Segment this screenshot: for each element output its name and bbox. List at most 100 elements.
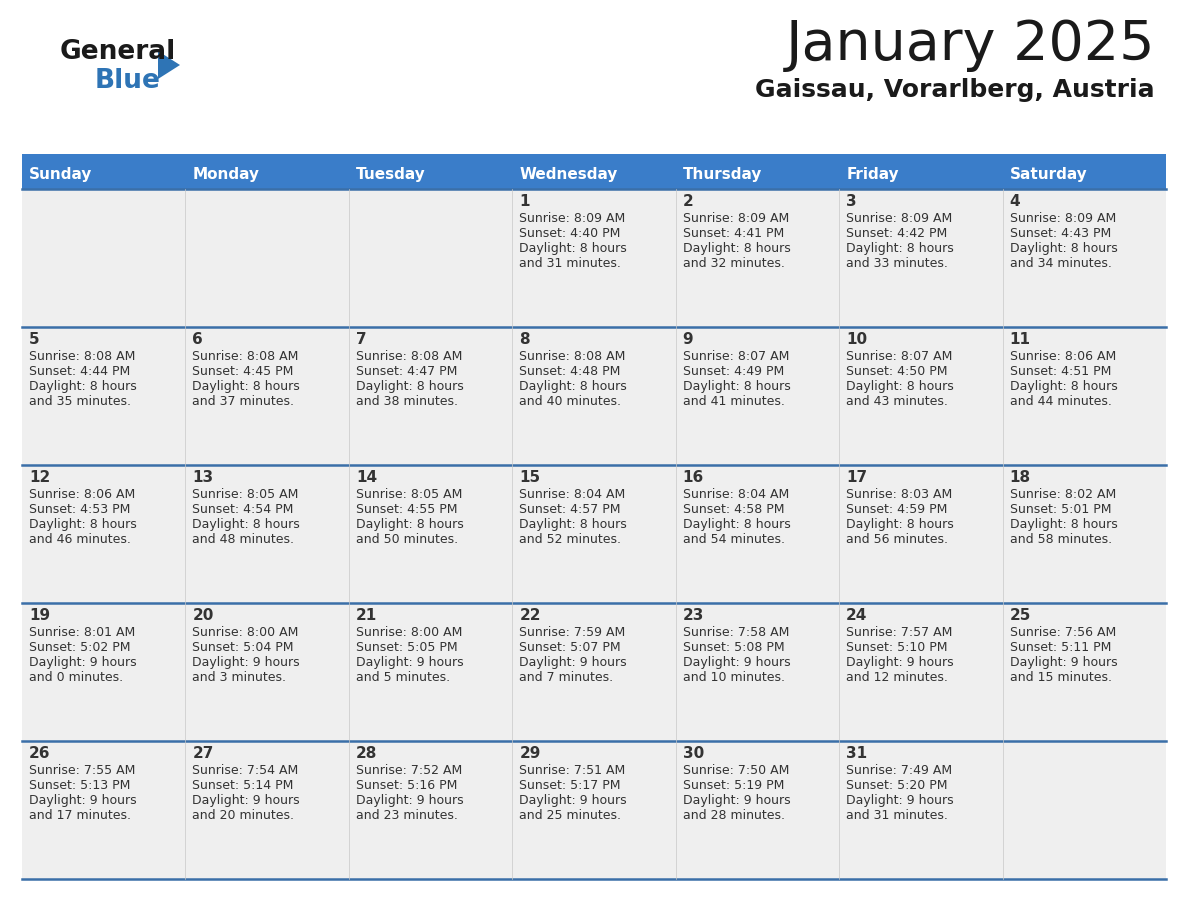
Text: Sunrise: 8:04 AM: Sunrise: 8:04 AM <box>683 488 789 501</box>
Text: and 7 minutes.: and 7 minutes. <box>519 671 613 684</box>
Text: and 38 minutes.: and 38 minutes. <box>356 395 457 408</box>
Bar <box>676 603 839 741</box>
Text: 17: 17 <box>846 470 867 485</box>
Text: and 28 minutes.: and 28 minutes. <box>683 809 785 822</box>
Text: Sunrise: 7:55 AM: Sunrise: 7:55 AM <box>29 764 135 777</box>
Bar <box>1003 189 1165 327</box>
Text: Friday: Friday <box>846 166 899 182</box>
Text: 8: 8 <box>519 332 530 347</box>
Text: Daylight: 9 hours: Daylight: 9 hours <box>192 656 301 669</box>
Bar <box>23 465 185 603</box>
Text: 2: 2 <box>683 194 694 209</box>
Text: Sunset: 4:58 PM: Sunset: 4:58 PM <box>683 503 784 516</box>
Text: Sunset: 4:47 PM: Sunset: 4:47 PM <box>356 365 457 378</box>
Text: Tuesday: Tuesday <box>356 166 425 182</box>
Text: Sunrise: 7:54 AM: Sunrise: 7:54 AM <box>192 764 298 777</box>
Text: 25: 25 <box>1010 608 1031 623</box>
Text: and 40 minutes.: and 40 minutes. <box>519 395 621 408</box>
Text: Sunrise: 8:09 AM: Sunrise: 8:09 AM <box>1010 212 1116 225</box>
Text: 20: 20 <box>192 608 214 623</box>
Text: and 31 minutes.: and 31 minutes. <box>846 809 948 822</box>
Text: Daylight: 8 hours: Daylight: 8 hours <box>29 380 137 393</box>
Bar <box>349 157 512 189</box>
Text: Daylight: 8 hours: Daylight: 8 hours <box>519 380 627 393</box>
Text: and 37 minutes.: and 37 minutes. <box>192 395 295 408</box>
Bar <box>839 741 1003 879</box>
Text: Sunrise: 8:08 AM: Sunrise: 8:08 AM <box>29 350 135 363</box>
Text: Thursday: Thursday <box>683 166 762 182</box>
Bar <box>676 189 839 327</box>
Text: and 43 minutes.: and 43 minutes. <box>846 395 948 408</box>
Text: Sunrise: 8:08 AM: Sunrise: 8:08 AM <box>192 350 299 363</box>
Text: Sunset: 5:04 PM: Sunset: 5:04 PM <box>192 641 293 654</box>
Text: Sunset: 5:08 PM: Sunset: 5:08 PM <box>683 641 784 654</box>
Text: Sunrise: 7:51 AM: Sunrise: 7:51 AM <box>519 764 626 777</box>
Text: Daylight: 8 hours: Daylight: 8 hours <box>519 518 627 531</box>
Text: Daylight: 9 hours: Daylight: 9 hours <box>356 794 463 807</box>
Text: 10: 10 <box>846 332 867 347</box>
Bar <box>349 465 512 603</box>
Text: and 12 minutes.: and 12 minutes. <box>846 671 948 684</box>
Text: Daylight: 8 hours: Daylight: 8 hours <box>192 380 301 393</box>
Text: and 33 minutes.: and 33 minutes. <box>846 257 948 270</box>
Bar <box>512 189 676 327</box>
Bar <box>1003 327 1165 465</box>
Text: Sunset: 4:51 PM: Sunset: 4:51 PM <box>1010 365 1111 378</box>
Text: Daylight: 9 hours: Daylight: 9 hours <box>683 794 790 807</box>
Text: Sunset: 4:41 PM: Sunset: 4:41 PM <box>683 227 784 240</box>
Bar <box>512 327 676 465</box>
Text: Sunset: 4:54 PM: Sunset: 4:54 PM <box>192 503 293 516</box>
Bar <box>839 603 1003 741</box>
Text: and 56 minutes.: and 56 minutes. <box>846 533 948 546</box>
Bar <box>23 189 185 327</box>
Text: Daylight: 9 hours: Daylight: 9 hours <box>519 794 627 807</box>
Text: 12: 12 <box>29 470 50 485</box>
Bar <box>23 327 185 465</box>
Text: Sunday: Sunday <box>29 166 93 182</box>
Text: Sunset: 4:48 PM: Sunset: 4:48 PM <box>519 365 620 378</box>
Text: Daylight: 8 hours: Daylight: 8 hours <box>1010 518 1118 531</box>
Text: Sunrise: 7:56 AM: Sunrise: 7:56 AM <box>1010 626 1116 639</box>
Text: Sunset: 4:59 PM: Sunset: 4:59 PM <box>846 503 948 516</box>
Text: Sunrise: 8:01 AM: Sunrise: 8:01 AM <box>29 626 135 639</box>
Text: General: General <box>61 39 176 65</box>
Bar <box>349 189 512 327</box>
Text: Daylight: 9 hours: Daylight: 9 hours <box>846 794 954 807</box>
Text: and 0 minutes.: and 0 minutes. <box>29 671 124 684</box>
Bar <box>1003 157 1165 189</box>
Text: 5: 5 <box>29 332 39 347</box>
Text: 23: 23 <box>683 608 704 623</box>
Text: Daylight: 8 hours: Daylight: 8 hours <box>192 518 301 531</box>
Text: Sunrise: 8:04 AM: Sunrise: 8:04 AM <box>519 488 626 501</box>
Text: 31: 31 <box>846 746 867 761</box>
Text: Sunset: 4:57 PM: Sunset: 4:57 PM <box>519 503 621 516</box>
Bar <box>185 741 349 879</box>
Text: and 48 minutes.: and 48 minutes. <box>192 533 295 546</box>
Text: Blue: Blue <box>95 68 160 94</box>
Text: Sunrise: 8:09 AM: Sunrise: 8:09 AM <box>846 212 953 225</box>
Text: Sunset: 4:43 PM: Sunset: 4:43 PM <box>1010 227 1111 240</box>
Text: Sunset: 4:55 PM: Sunset: 4:55 PM <box>356 503 457 516</box>
Text: Daylight: 8 hours: Daylight: 8 hours <box>356 380 463 393</box>
Text: and 52 minutes.: and 52 minutes. <box>519 533 621 546</box>
Text: Sunrise: 8:00 AM: Sunrise: 8:00 AM <box>192 626 299 639</box>
Text: Sunrise: 8:05 AM: Sunrise: 8:05 AM <box>192 488 299 501</box>
Text: and 23 minutes.: and 23 minutes. <box>356 809 457 822</box>
Text: Daylight: 9 hours: Daylight: 9 hours <box>356 656 463 669</box>
Text: Daylight: 9 hours: Daylight: 9 hours <box>519 656 627 669</box>
Text: Sunrise: 8:09 AM: Sunrise: 8:09 AM <box>683 212 789 225</box>
Text: Sunset: 5:13 PM: Sunset: 5:13 PM <box>29 779 131 792</box>
Text: Sunset: 5:16 PM: Sunset: 5:16 PM <box>356 779 457 792</box>
Text: Sunset: 4:53 PM: Sunset: 4:53 PM <box>29 503 131 516</box>
Text: Sunrise: 8:08 AM: Sunrise: 8:08 AM <box>356 350 462 363</box>
Text: Daylight: 8 hours: Daylight: 8 hours <box>519 242 627 255</box>
Text: and 50 minutes.: and 50 minutes. <box>356 533 459 546</box>
Text: 22: 22 <box>519 608 541 623</box>
Text: 11: 11 <box>1010 332 1030 347</box>
Text: Sunrise: 8:09 AM: Sunrise: 8:09 AM <box>519 212 626 225</box>
Bar <box>512 465 676 603</box>
Text: Daylight: 8 hours: Daylight: 8 hours <box>356 518 463 531</box>
Text: Sunrise: 8:08 AM: Sunrise: 8:08 AM <box>519 350 626 363</box>
Bar <box>512 741 676 879</box>
Bar <box>23 157 185 189</box>
